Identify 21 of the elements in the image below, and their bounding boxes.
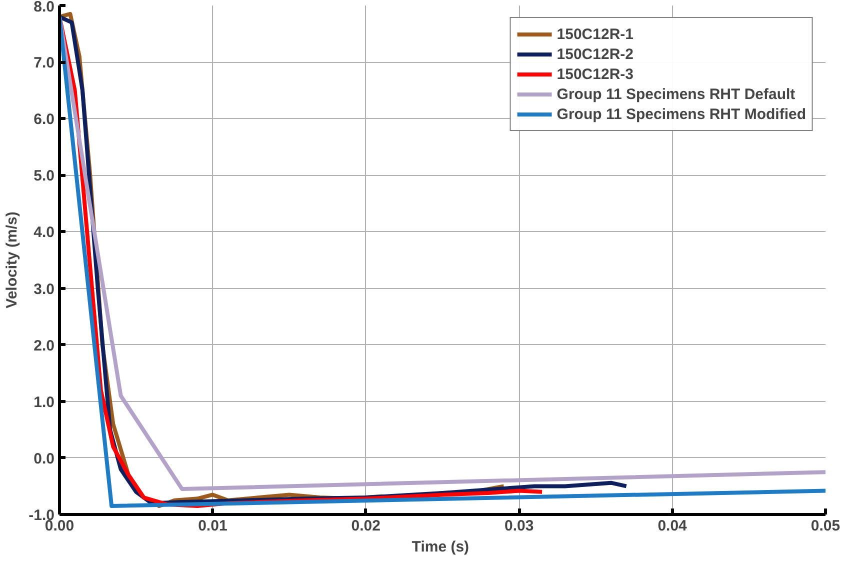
y-tick-label: 1.0 xyxy=(34,394,55,411)
y-tick-label: 8.0 xyxy=(34,0,55,16)
y-tick-label: 6.0 xyxy=(34,111,55,128)
x-tick-label: 0.03 xyxy=(504,518,534,534)
legend-label: Group 11 Specimens RHT Default xyxy=(556,86,796,102)
legend-label: 150C12R-3 xyxy=(556,66,634,82)
y-tick-label: 3.0 xyxy=(34,280,55,298)
y-tick-label: 7.0 xyxy=(34,54,55,72)
legend-label: 150C12R-1 xyxy=(556,26,634,42)
y-axis-title: Velocity (m/s) xyxy=(4,212,21,308)
y-tick-label: 4.0 xyxy=(34,224,55,242)
y-tick-label: 2.0 xyxy=(34,337,55,354)
x-tick-label: 0.02 xyxy=(351,518,381,534)
legend-label: 150C12R-2 xyxy=(556,46,634,62)
x-tick-label: 0.01 xyxy=(198,518,228,534)
x-axis-title: Time (s) xyxy=(412,538,470,556)
y-tick-label: 5.0 xyxy=(34,168,55,185)
legend-label: Group 11 Specimens RHT Modified xyxy=(556,106,806,122)
x-tick-label: 0.05 xyxy=(810,518,840,534)
y-tick-label: 0.0 xyxy=(34,450,55,468)
x-tick-label: 0.04 xyxy=(658,518,688,534)
